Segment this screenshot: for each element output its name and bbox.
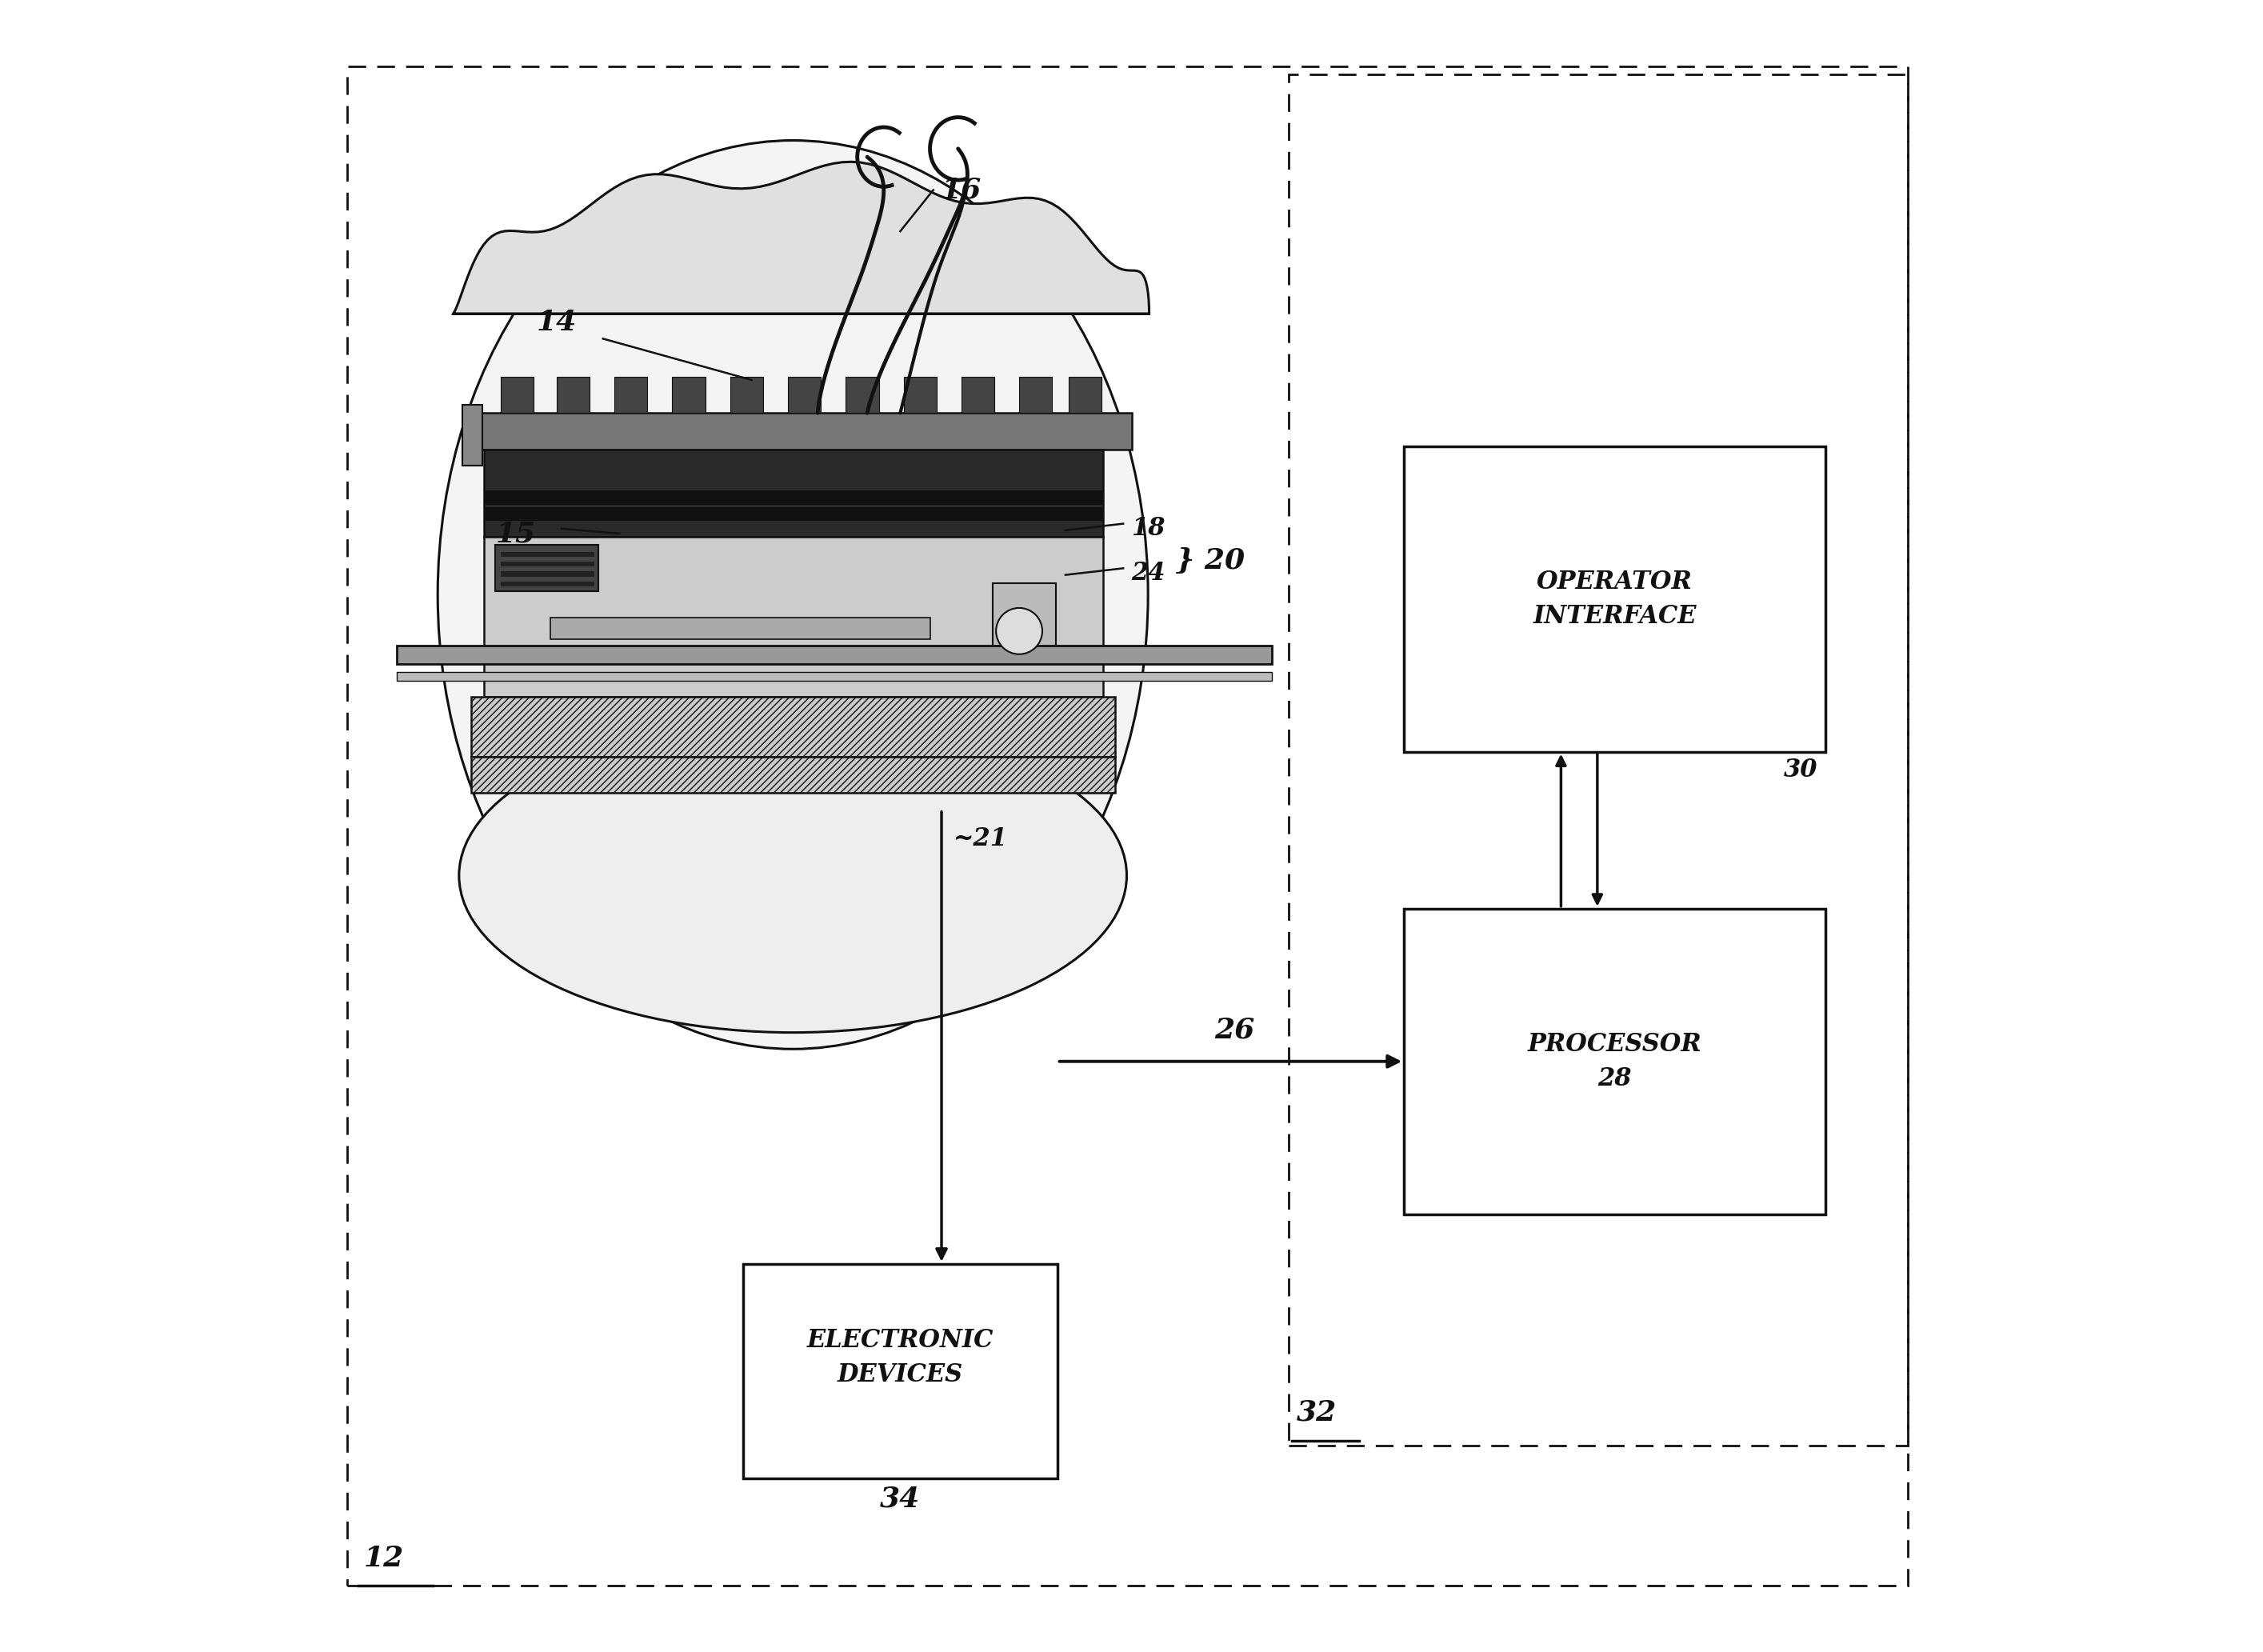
Bar (462, 405, 482, 466)
Text: 14: 14 (536, 309, 577, 335)
Bar (672, 377, 706, 413)
Bar (496, 545, 597, 591)
Bar (557, 377, 591, 413)
Polygon shape (453, 162, 1150, 314)
Bar (1403, 446, 1826, 752)
Bar (550, 618, 930, 639)
Bar (993, 583, 1055, 649)
Bar (846, 377, 878, 413)
Text: 26: 26 (1213, 1016, 1254, 1044)
Bar (500, 572, 595, 577)
Text: 12: 12 (364, 1545, 403, 1571)
Text: 18: 18 (1132, 515, 1165, 540)
Text: 24: 24 (1132, 560, 1165, 585)
Bar (396, 646, 1272, 664)
Text: 30: 30 (1783, 757, 1817, 781)
Bar (500, 552, 595, 557)
Bar (484, 507, 1104, 520)
Bar (396, 672, 1272, 681)
Bar (484, 449, 1104, 537)
Bar (1403, 909, 1826, 1214)
Bar (471, 697, 1116, 757)
Bar (484, 491, 1104, 504)
Bar (500, 582, 595, 586)
Bar (962, 377, 993, 413)
Ellipse shape (437, 140, 1147, 1049)
Text: OPERATOR
INTERFACE: OPERATOR INTERFACE (1532, 570, 1697, 628)
Bar (731, 377, 763, 413)
Bar (742, 1264, 1057, 1479)
Text: PROCESSOR
28: PROCESSOR 28 (1528, 1032, 1702, 1090)
Bar (788, 377, 821, 413)
Text: 16: 16 (941, 177, 982, 203)
Text: 15: 15 (496, 520, 536, 547)
Bar (903, 377, 937, 413)
Bar (484, 537, 1104, 697)
Bar (480, 413, 1132, 449)
Bar (500, 377, 534, 413)
Bar (616, 377, 647, 413)
Circle shape (996, 608, 1043, 654)
Bar (471, 757, 1116, 793)
Text: 32: 32 (1297, 1399, 1337, 1426)
Bar (1288, 74, 1908, 1446)
Ellipse shape (459, 719, 1127, 1032)
Bar (500, 562, 595, 567)
Bar (1068, 377, 1102, 413)
Text: 34: 34 (880, 1485, 921, 1512)
Text: } 20: } 20 (1177, 547, 1245, 573)
Text: ELECTRONIC
DEVICES: ELECTRONIC DEVICES (808, 1328, 993, 1388)
Text: ~21: ~21 (953, 826, 1007, 851)
Bar (1018, 377, 1052, 413)
